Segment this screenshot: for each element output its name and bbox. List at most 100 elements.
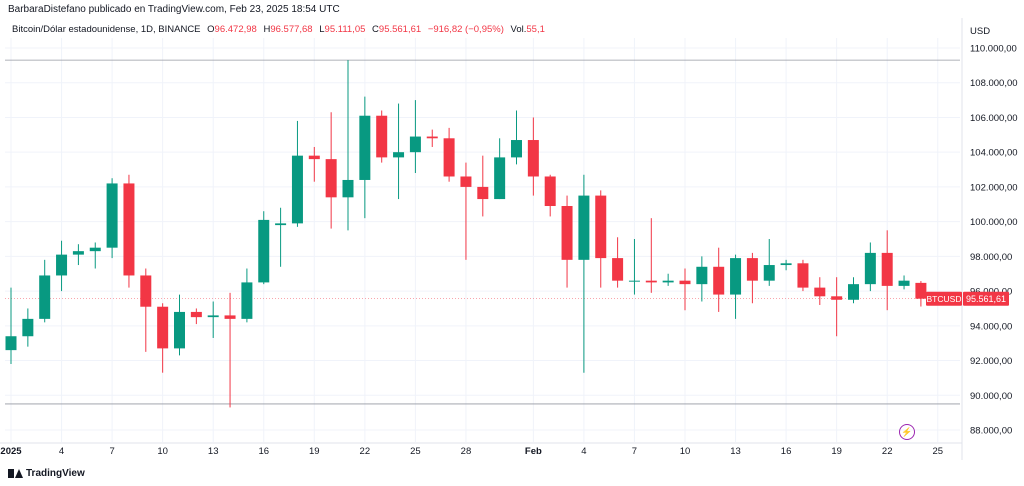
candle[interactable]: [426, 129, 438, 147]
price-tag[interactable]: BTCUSD 95.561,61: [926, 291, 1009, 306]
y-tick-label: 92.000,00: [970, 356, 1012, 367]
candle-body: [275, 223, 287, 226]
x-tick-label: 19: [831, 446, 842, 457]
candle[interactable]: [561, 195, 573, 288]
candle-body: [89, 247, 101, 252]
candle[interactable]: [376, 110, 388, 163]
price-tag-value: 95.561,61: [966, 294, 1006, 304]
candle[interactable]: [190, 308, 202, 325]
candle[interactable]: [494, 138, 506, 200]
candle[interactable]: [393, 103, 405, 200]
tradingview-logo[interactable]: TradingView: [8, 468, 85, 479]
candle[interactable]: [898, 275, 910, 290]
candle[interactable]: [275, 207, 287, 267]
candle[interactable]: [207, 301, 219, 338]
candle[interactable]: [595, 190, 607, 288]
candle[interactable]: [460, 162, 472, 260]
x-tick-label: 13: [730, 446, 741, 457]
candle[interactable]: [342, 60, 354, 231]
candle[interactable]: [915, 281, 927, 307]
candle-body: [696, 266, 708, 285]
volume-value: 55,1: [526, 24, 545, 35]
candle-body: [190, 311, 202, 318]
candle[interactable]: [662, 273, 674, 286]
time-axis: 2025 4 7 10 13 16 19 22 25 28 Feb 4 7 10 13 16 19 22 25: [0, 442, 962, 457]
candle[interactable]: [359, 96, 371, 219]
candle[interactable]: [443, 127, 455, 182]
candle-body: [612, 258, 624, 281]
symbol-tag-label: BTCUSD: [927, 294, 962, 304]
candle-body: [258, 219, 270, 283]
y-tick-label: 90.000,00: [970, 391, 1012, 402]
candle[interactable]: [544, 174, 556, 217]
candle[interactable]: [325, 112, 337, 229]
candle[interactable]: [123, 174, 135, 288]
candle-body: [628, 280, 640, 282]
candle[interactable]: [746, 252, 758, 304]
candle-body: [123, 183, 135, 276]
candle[interactable]: [157, 303, 169, 373]
open-label: O: [207, 24, 215, 35]
close-label: C: [372, 24, 379, 35]
candle-body: [679, 280, 691, 285]
candle[interactable]: [578, 174, 590, 373]
candle[interactable]: [140, 268, 152, 352]
candle-body: [595, 195, 607, 259]
close-value: 95.561,61: [378, 24, 422, 35]
candle[interactable]: [797, 259, 809, 292]
candle[interactable]: [56, 240, 68, 292]
candle[interactable]: [72, 244, 84, 266]
candle[interactable]: [696, 256, 708, 302]
candle-body: [477, 186, 489, 200]
candle[interactable]: [106, 178, 118, 259]
candle-body: [342, 179, 354, 198]
grid-lines: [5, 38, 960, 442]
candle[interactable]: [881, 230, 893, 311]
candle[interactable]: [628, 239, 640, 295]
high-value: 96.577,68: [270, 24, 313, 35]
candle[interactable]: [814, 277, 826, 305]
y-tick-label: 102.000,00: [970, 182, 1018, 193]
candle[interactable]: [831, 277, 843, 337]
candle[interactable]: [224, 292, 236, 408]
x-tick-label: 4: [581, 446, 586, 457]
x-tick-label: 16: [258, 446, 269, 457]
candle-body: [39, 275, 51, 319]
candle[interactable]: [89, 242, 101, 269]
lightning-icon[interactable]: ⚡: [899, 424, 915, 440]
candle[interactable]: [241, 268, 253, 323]
candle[interactable]: [39, 259, 51, 323]
candle-body: [915, 282, 927, 299]
candle[interactable]: [477, 155, 489, 217]
candle[interactable]: [258, 211, 270, 285]
range-lines: [5, 59, 962, 405]
candle[interactable]: [864, 242, 876, 292]
candle[interactable]: [174, 294, 185, 356]
candle[interactable]: [848, 277, 859, 304]
candle[interactable]: [730, 254, 742, 319]
candle[interactable]: [763, 239, 775, 286]
price-tag-box: [963, 291, 1009, 306]
candle[interactable]: [5, 287, 17, 365]
y-tick-label: 110.000,00: [970, 44, 1017, 55]
candle[interactable]: [409, 100, 421, 174]
candle[interactable]: [645, 218, 657, 293]
y-tick-label: 104.000,00: [970, 148, 1018, 159]
candle[interactable]: [780, 259, 792, 271]
candle-body: [780, 263, 792, 266]
candle[interactable]: [713, 247, 725, 312]
candle-body: [5, 336, 17, 351]
candle-body: [746, 258, 758, 281]
candle[interactable]: [612, 237, 624, 288]
candle[interactable]: [308, 146, 320, 182]
candle-body: [578, 195, 590, 260]
currency-label[interactable]: USD: [970, 26, 991, 37]
logo-text: TradingView: [26, 468, 85, 479]
candle[interactable]: [22, 308, 34, 347]
candle[interactable]: [511, 110, 522, 165]
candle-body: [527, 140, 539, 177]
candle[interactable]: [527, 117, 539, 196]
candle[interactable]: [679, 268, 691, 311]
candle[interactable]: [291, 120, 303, 227]
